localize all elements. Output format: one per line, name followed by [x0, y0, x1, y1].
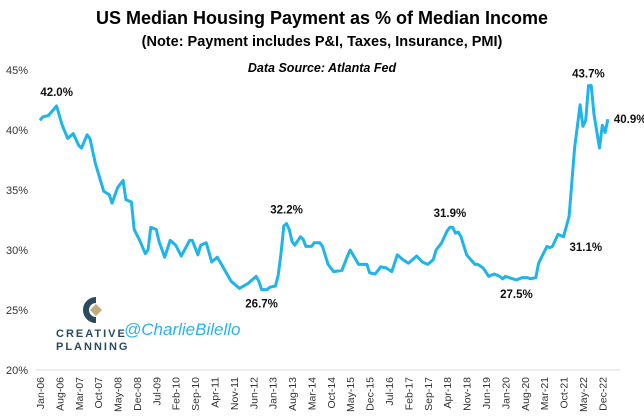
- x-tick-label: Mar-21: [539, 377, 551, 410]
- logo-text-2: PLANNING: [56, 341, 130, 353]
- y-tick-label: 25%: [6, 305, 28, 317]
- x-tick-label: Nov-11: [229, 377, 241, 410]
- data-label: 43.7%: [572, 69, 605, 81]
- x-tick-label: Mar-07: [74, 377, 86, 410]
- x-tick-label: Mar-14: [306, 377, 318, 410]
- x-tick-label: Sep-17: [423, 377, 435, 411]
- x-tick-label: Apr-18: [442, 377, 454, 409]
- x-tick-label: Jan-06: [35, 377, 47, 409]
- x-tick-label: May-15: [345, 377, 357, 412]
- x-tick-label: Apr-11: [210, 377, 222, 408]
- x-tick-label: Aug-20: [520, 377, 532, 411]
- x-tick-label: Oct-14: [326, 377, 338, 409]
- x-tick-label: Oct-07: [93, 377, 105, 409]
- x-tick-label: Dec-08: [132, 377, 144, 411]
- x-tick-label: Feb-17: [403, 377, 415, 410]
- chart-title: US Median Housing Payment as % of Median…: [95, 8, 549, 28]
- x-tick-label: Jan-20: [500, 377, 512, 409]
- x-tick-label: Jul-09: [151, 377, 163, 406]
- logo-text-1: CREATIVE: [56, 328, 127, 340]
- x-tick-label: Dec-15: [365, 377, 377, 411]
- data-label: 40.9%: [614, 114, 644, 126]
- data-label: 31.9%: [434, 208, 467, 220]
- x-tick-label: Feb-10: [171, 377, 183, 410]
- data-label: 31.1%: [570, 242, 603, 254]
- data-label: 32.2%: [270, 205, 303, 217]
- data-label: 42.0%: [40, 87, 73, 99]
- x-tick-label: Jul-16: [384, 377, 396, 406]
- series-line: [38, 84, 610, 292]
- x-tick-label: Aug-06: [54, 377, 66, 411]
- x-tick-label: Jan-13: [268, 377, 280, 409]
- x-tick-label: Jun-19: [481, 377, 493, 409]
- y-tick-label: 35%: [6, 185, 28, 197]
- twitter-handle: @CharlieBilello: [124, 320, 241, 339]
- x-tick-label: Jun-12: [248, 377, 260, 409]
- x-tick-label: May-22: [578, 377, 590, 412]
- data-label: 26.7%: [245, 299, 278, 311]
- y-tick-label: 30%: [6, 245, 28, 257]
- y-tick-label: 20%: [6, 365, 28, 377]
- y-tick-label: 40%: [6, 125, 28, 137]
- x-tick-label: May-08: [113, 377, 125, 412]
- x-tick-label: Oct-21: [559, 377, 571, 409]
- x-tick-label: Aug-13: [287, 377, 299, 411]
- y-tick-label: 45%: [6, 65, 28, 77]
- x-tick-label: Nov-18: [462, 377, 474, 411]
- logo-text: CREATIVE PLANNING: [56, 328, 129, 354]
- x-tick-label: Dec-22: [597, 377, 609, 411]
- x-tick-label: Sep-10: [190, 377, 202, 411]
- data-source: Data Source: Atlanta Fed: [247, 61, 397, 75]
- chart-subtitle: (Note: Payment includes P&I, Taxes, Insu…: [141, 34, 503, 50]
- data-label: 27.5%: [500, 289, 533, 301]
